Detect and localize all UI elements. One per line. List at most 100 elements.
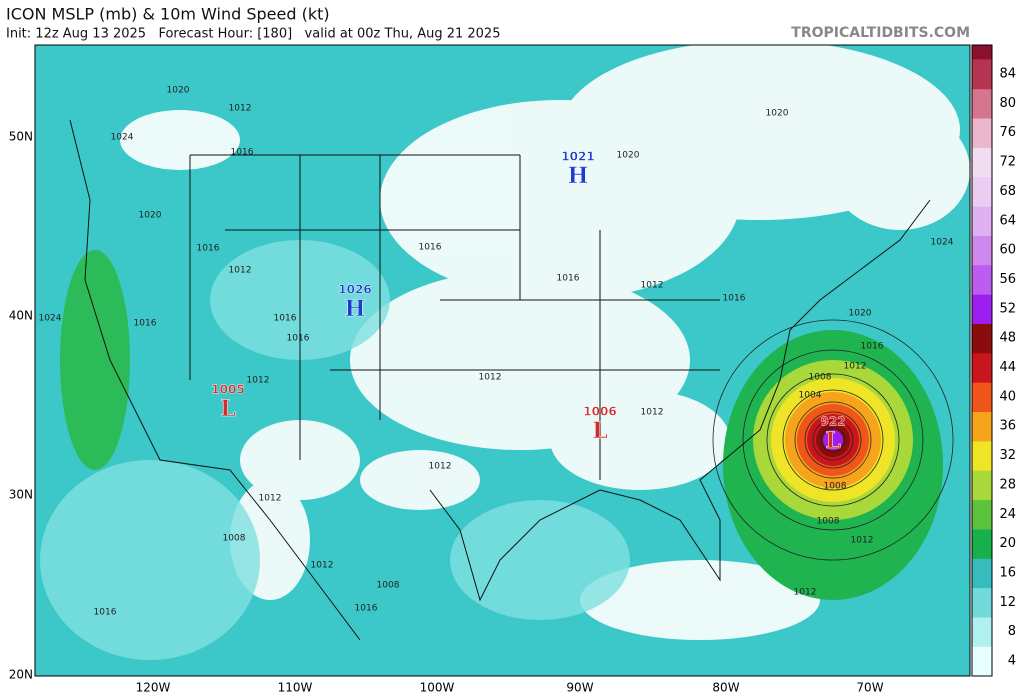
colorbar-label: 84 — [999, 67, 1016, 82]
colorbar-swatch — [972, 118, 992, 148]
isobar-label: 1012 — [247, 376, 270, 386]
colorbar-swatch — [972, 147, 992, 178]
isobar-label: 1024 — [931, 238, 954, 248]
colorbar-swatch — [972, 88, 992, 119]
colorbar-swatch — [972, 235, 992, 266]
colorbar-swatch — [972, 59, 992, 90]
colorbar-label: 68 — [999, 184, 1016, 199]
isobar-label: 1008 — [817, 517, 840, 527]
isobar-label: 1020 — [849, 309, 872, 319]
isobar-label: 1020 — [139, 211, 162, 221]
isobar-label: 1016 — [355, 604, 378, 614]
isobar-label: 1016 — [134, 319, 157, 329]
colorbar-swatch — [972, 382, 992, 413]
pressure-center: L — [592, 418, 607, 444]
isobar-label: 1024 — [39, 314, 62, 324]
colorbar-swatch — [972, 440, 992, 471]
pressure-value: 1006 — [583, 405, 616, 419]
isobar-label: 1008 — [223, 534, 246, 544]
colorbar-swatch — [972, 499, 992, 530]
colorbar-label: 40 — [999, 389, 1016, 404]
pressure-center: L — [220, 396, 235, 422]
isobar-label: 1016 — [557, 274, 580, 284]
lon-label: 90W — [566, 681, 593, 695]
colorbar-label: 4 — [1008, 654, 1016, 669]
isobar-label: 1024 — [111, 133, 134, 143]
isobar-label: 1008 — [809, 373, 832, 383]
colorbar-swatch — [972, 206, 992, 236]
colorbar-label: 76 — [999, 125, 1016, 140]
isobar-label: 1020 — [167, 86, 190, 96]
isobar-label: 1020 — [617, 151, 640, 161]
isobar-label: 1016 — [723, 294, 746, 304]
isobar-label: 1008 — [377, 581, 400, 591]
isobar-label: 1012 — [641, 281, 664, 291]
colorbar-label: 8 — [1008, 624, 1016, 639]
lon-label: 100W — [420, 681, 455, 695]
isobar-label: 1016 — [861, 342, 884, 352]
lon-label: 110W — [278, 681, 313, 695]
colorbar-label: 28 — [999, 477, 1016, 492]
isobar-label: 1012 — [229, 266, 252, 276]
isobar-label: 1020 — [766, 109, 789, 119]
colorbar-label: 12 — [999, 595, 1016, 610]
pressure-value: 922 — [820, 415, 845, 429]
colorbar-swatch — [972, 616, 992, 647]
isobar-label: 1012 — [229, 104, 252, 114]
pressure-value: 1026 — [338, 283, 371, 297]
isobar-label: 1012 — [641, 408, 664, 418]
colorbar-swatch — [972, 587, 992, 618]
colorbar-swatch — [972, 646, 992, 677]
colorbar-label: 44 — [999, 360, 1016, 375]
subtitle: Init: 12z Aug 13 2025 Forecast Hour: [18… — [6, 27, 500, 42]
colorbar-label: 16 — [999, 565, 1016, 580]
lon-label: 120W — [136, 681, 171, 695]
colorbar-label: 32 — [999, 448, 1016, 463]
lat-label: 30N — [9, 488, 33, 502]
colorbar-label: 72 — [999, 155, 1016, 170]
isobar-label: 1016 — [94, 608, 117, 618]
colorbar-label: 24 — [999, 507, 1016, 522]
isobar-label: 1004 — [799, 391, 822, 401]
colorbar-label: 80 — [999, 96, 1016, 111]
isobar-label: 1016 — [287, 334, 310, 344]
title: ICON MSLP (mb) & 10m Wind Speed (kt) — [6, 5, 330, 24]
isobar-label: 1012 — [844, 362, 867, 372]
lon-label: 80W — [712, 681, 739, 695]
pressure-center: H — [345, 296, 366, 322]
isobar-label: 1012 — [311, 561, 334, 571]
isobar-label: 1016 — [231, 148, 254, 158]
colorbar-swatch — [972, 558, 992, 589]
pressure-center: L — [825, 428, 840, 454]
pressure-value: 1021 — [561, 150, 594, 164]
isobar-label: 1012 — [479, 373, 502, 383]
pressure-value: 1005 — [211, 383, 244, 397]
lat-label: 40N — [9, 309, 33, 323]
colorbar-swatch — [972, 294, 992, 324]
colorbar-swatch — [972, 176, 992, 207]
colorbar-swatch — [972, 470, 992, 501]
lat-label: 50N — [9, 130, 33, 144]
isobar-label: 1016 — [419, 243, 442, 253]
map-frame — [34, 44, 971, 677]
colorbar-swatch — [972, 264, 992, 295]
isobar-label: 1008 — [824, 482, 847, 492]
isobar-label: 1016 — [274, 314, 297, 324]
pressure-center: H — [568, 163, 589, 189]
lon-label: 70W — [856, 681, 883, 695]
colorbar-label: 20 — [999, 536, 1016, 551]
colorbar-swatch — [972, 352, 992, 383]
isobar-label: 1012 — [794, 588, 817, 598]
colorbar-frame — [971, 44, 993, 677]
colorbar-label: 64 — [999, 213, 1016, 228]
colorbar-label: 60 — [999, 243, 1016, 258]
isobar-label: 1012 — [429, 462, 452, 472]
lat-label: 20N — [9, 668, 33, 682]
map — [35, 45, 970, 676]
site-name: TROPICALTIDBITS.COM — [791, 25, 970, 41]
colorbar-swatch — [972, 323, 992, 354]
isobar-label: 1016 — [197, 244, 220, 254]
colorbar-label: 48 — [999, 331, 1016, 346]
